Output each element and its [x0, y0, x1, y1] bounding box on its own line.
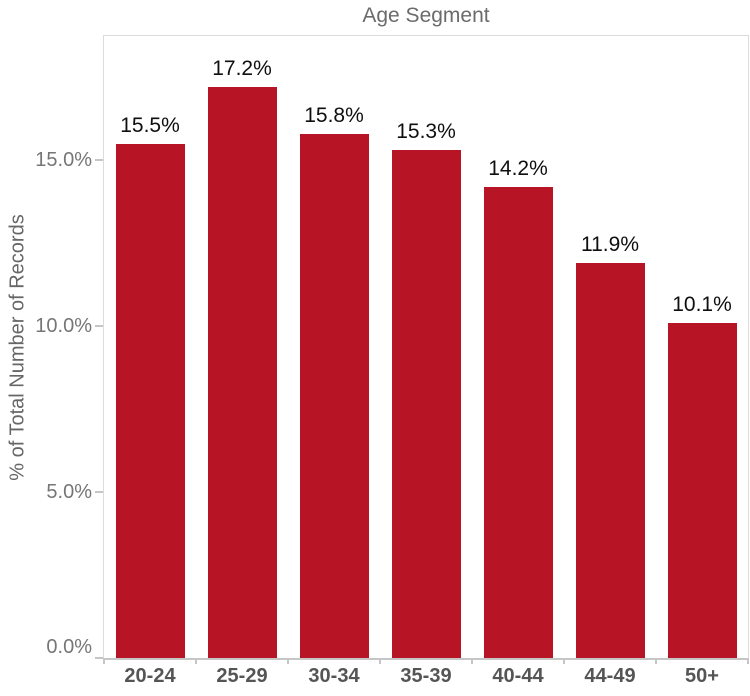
x-category-label: 50+	[685, 665, 719, 687]
x-tick-mark	[655, 658, 657, 664]
bar-25-29[interactable]	[208, 87, 277, 658]
y-tick-mark	[95, 491, 103, 493]
y-tick-label: 15.0%	[35, 149, 92, 171]
y-tick-mark	[95, 159, 103, 161]
x-tick-mark	[563, 658, 565, 664]
bar-44-49[interactable]	[576, 263, 645, 658]
x-category-label: 35-39	[400, 665, 452, 687]
plot-area: 15.5% 17.2% 15.8% 15.3% 14.2% 11.9% 10.1%	[103, 35, 749, 660]
y-tick-label: 0.0%	[46, 636, 92, 658]
bar-40-44[interactable]	[484, 187, 553, 658]
y-tick-label: 10.0%	[35, 315, 92, 337]
x-tick-mark	[195, 658, 197, 664]
bar-value-label: 15.3%	[396, 120, 456, 143]
x-tick-mark	[471, 658, 473, 664]
bar-value-label: 15.5%	[120, 114, 180, 137]
bar-value-label: 14.2%	[488, 157, 548, 180]
bar-value-label: 15.8%	[304, 104, 364, 127]
x-tick-mark	[287, 658, 289, 664]
y-tick-mark	[95, 325, 103, 327]
x-tick-mark	[747, 658, 749, 664]
y-tick-mark	[95, 657, 103, 659]
x-category-label: 44-49	[584, 665, 636, 687]
chart-title: Age Segment	[362, 4, 490, 27]
x-tick-mark	[103, 658, 105, 664]
bar-value-label: 11.9%	[581, 233, 639, 256]
y-axis-title: % of Total Number of Records	[6, 214, 29, 481]
x-category-label: 25-29	[216, 665, 268, 687]
x-category-label: 20-24	[124, 665, 176, 687]
x-tick-mark	[379, 658, 381, 664]
y-tick-label: 5.0%	[46, 481, 92, 503]
bar-value-label: 17.2%	[212, 57, 272, 80]
bar-35-39[interactable]	[392, 150, 461, 658]
bar-50+[interactable]	[668, 323, 737, 658]
x-category-label: 40-44	[492, 665, 544, 687]
x-category-label: 30-34	[308, 665, 360, 687]
bar-value-label: 10.1%	[672, 293, 732, 316]
bar-20-24[interactable]	[116, 144, 185, 658]
bar-30-34[interactable]	[300, 134, 369, 658]
